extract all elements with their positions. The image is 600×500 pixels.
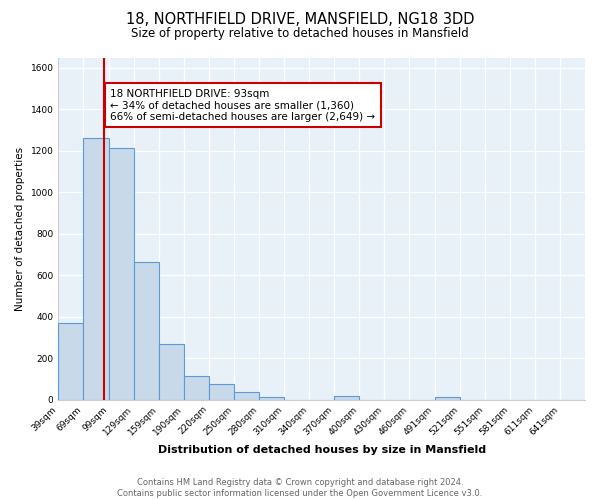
Bar (134, 262, 159, 400)
Bar (234, 392, 259, 400)
Bar (334, 396, 359, 400)
Text: Contains HM Land Registry data © Crown copyright and database right 2024.
Contai: Contains HM Land Registry data © Crown c… (118, 478, 482, 498)
Text: 18 NORTHFIELD DRIVE: 93sqm
← 34% of detached houses are smaller (1,360)
66% of s: 18 NORTHFIELD DRIVE: 93sqm ← 34% of deta… (110, 88, 376, 122)
Bar (109, 148, 134, 400)
Bar (209, 384, 234, 400)
Text: 18, NORTHFIELD DRIVE, MANSFIELD, NG18 3DD: 18, NORTHFIELD DRIVE, MANSFIELD, NG18 3D… (126, 12, 474, 28)
Text: Size of property relative to detached houses in Mansfield: Size of property relative to detached ho… (131, 28, 469, 40)
Bar (184, 376, 209, 400)
Bar (159, 344, 184, 400)
Bar (434, 396, 460, 400)
Bar (259, 396, 284, 400)
X-axis label: Distribution of detached houses by size in Mansfield: Distribution of detached houses by size … (158, 445, 486, 455)
Bar (83, 138, 109, 400)
Bar (58, 323, 83, 400)
Y-axis label: Number of detached properties: Number of detached properties (15, 146, 25, 310)
